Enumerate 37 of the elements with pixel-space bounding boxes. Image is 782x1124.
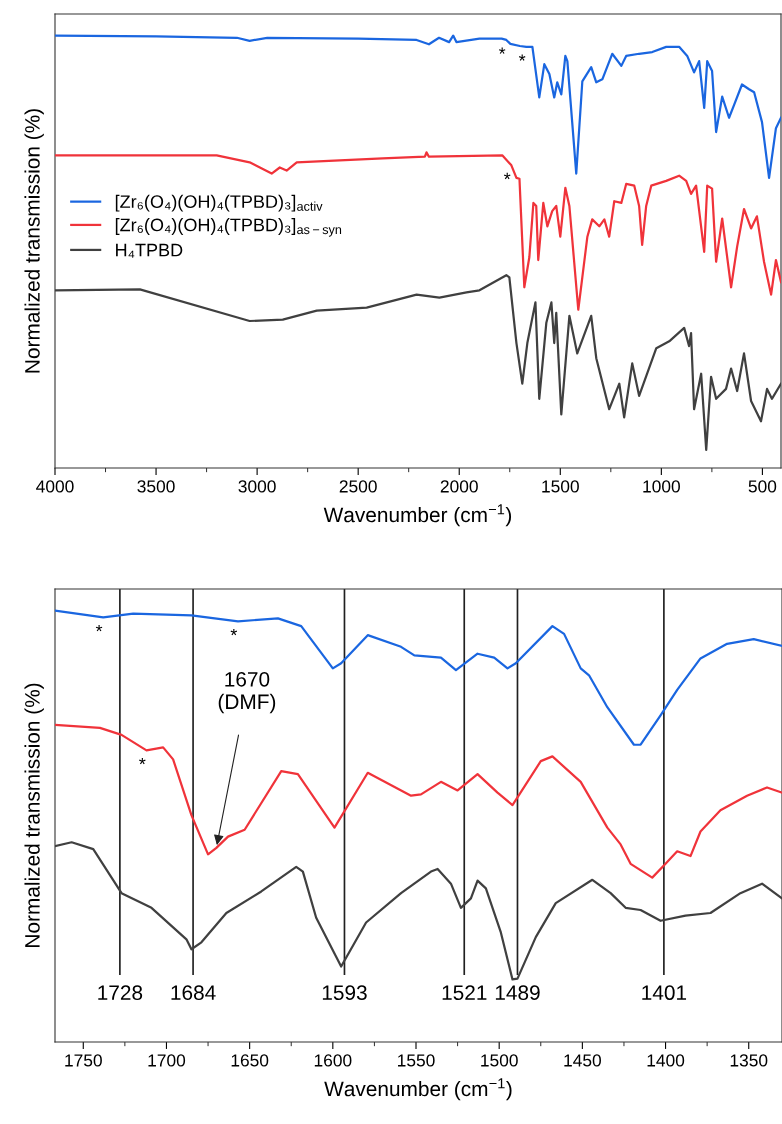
x-tick-label: 3000 <box>238 480 276 493</box>
annotation: * <box>518 54 526 61</box>
x-tick-label: 3500 <box>137 480 175 493</box>
x-tick-label: 2500 <box>339 480 377 493</box>
x-tick-label: 2000 <box>440 480 478 493</box>
x-tick-label: 1350 <box>730 1054 768 1067</box>
annotation: * <box>230 628 238 636</box>
x-tick-label: 1400 <box>647 1054 685 1067</box>
legend-label: H₄TPBD <box>116 243 183 258</box>
x-tick-label: 1600 <box>314 1054 352 1067</box>
legend-label: [Zr₆(O₄)(OH)₄(TPBD)₃]$_{as−syn}$ <box>115 218 342 237</box>
x-tick-label: 1450 <box>564 1054 601 1067</box>
x-tick-label: 1650 <box>231 1054 269 1067</box>
x-tick-label: 1550 <box>398 1054 435 1067</box>
annotation: * <box>139 757 146 765</box>
ref-line-label: 1521 <box>442 985 487 1001</box>
ref-line-label: 1684 <box>171 985 216 1001</box>
x-tick-label: 500 <box>748 480 777 493</box>
legend-label: [Zr₆(O₄)(OH)₄(TPBD)₃]$_{activ}$ <box>115 194 323 212</box>
x-axis-title: Wavenumber (cm$^{−1}$) <box>323 504 512 527</box>
x-tick-label: 1750 <box>65 1054 102 1067</box>
x-tick-label: 1500 <box>542 480 579 493</box>
x-tick-label: 1700 <box>148 1054 186 1067</box>
annotation: * <box>498 47 506 54</box>
annotation: 1670 (DMF) <box>218 671 276 714</box>
x-tick-label: 4000 <box>36 480 74 493</box>
x-tick-label: 1500 <box>481 1054 518 1067</box>
ref-line-label: 1728 <box>98 985 143 1001</box>
x-axis-title: Wavenumber (cm$^{−1}$) <box>324 1078 512 1101</box>
annotation: * <box>503 172 511 180</box>
ref-line-label: 1401 <box>642 985 687 1001</box>
x-tick-label: 1000 <box>643 480 680 493</box>
ref-line-label: 1593 <box>322 985 367 1001</box>
y-axis-title: Normalized transmission (%) <box>24 109 44 373</box>
ref-line-label: 1489 <box>495 985 540 1001</box>
y-axis-title: Normalized transmission (%) <box>24 683 44 947</box>
annotation: * <box>95 625 103 632</box>
